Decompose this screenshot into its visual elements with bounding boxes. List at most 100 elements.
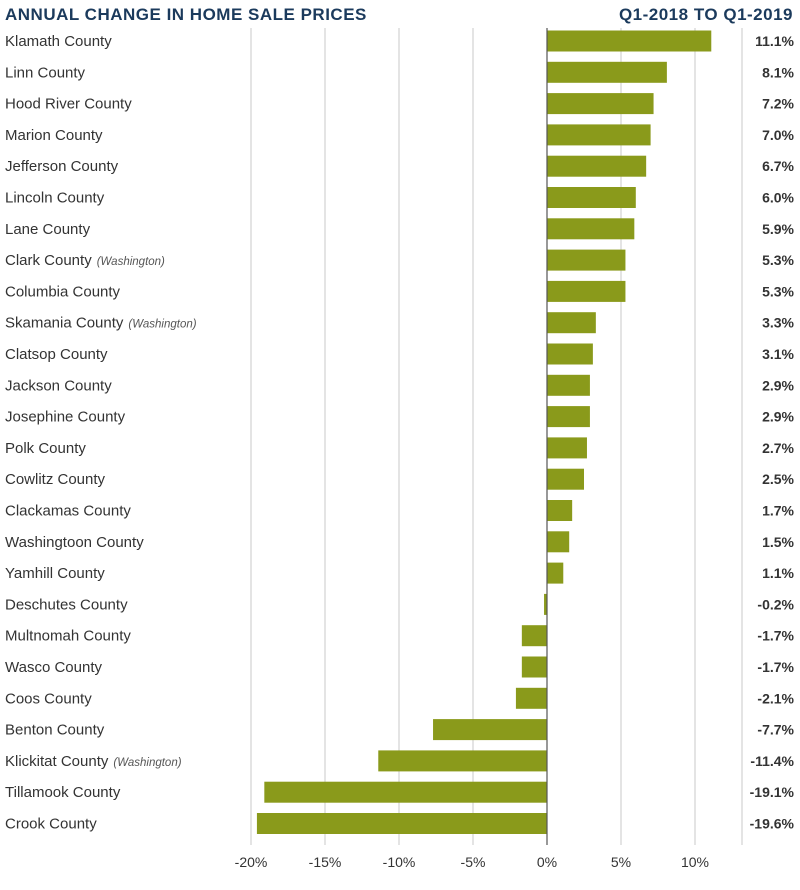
bar [256,813,547,834]
bar [547,93,654,115]
category-label: Tillamook County [5,784,121,801]
value-label: 1.5% [762,534,794,550]
category-note: (Washington) [113,757,181,769]
bar [547,562,564,584]
value-label: -2.1% [757,690,794,706]
value-label: 11.1% [755,33,794,49]
category-name: Lane County [5,221,91,238]
value-label: 3.1% [762,346,794,362]
category-name: Josephine County [5,409,126,426]
category-label: Klamath County [5,33,112,50]
category-name: Polk County [5,440,86,457]
value-label: 8.1% [762,64,794,80]
bar [547,500,573,521]
category-name: Cowlitz County [5,471,106,488]
bar [547,374,590,396]
bar [547,187,636,208]
category-name: Benton County [5,722,105,739]
x-tick-label: -20% [235,854,268,870]
value-label: -1.7% [757,628,794,644]
value-label: -19.1% [750,784,795,800]
x-tick-label: -10% [383,854,416,870]
category-label: Clatsop County [5,346,108,363]
category-name: Jackson County [5,377,112,394]
bar [547,280,626,302]
bar [547,531,570,553]
category-name: Marion County [5,127,103,144]
value-label: 5.3% [762,252,794,268]
category-name: Linn County [5,64,86,81]
category-name: Multnomah County [5,628,131,645]
category-name: Klamath County [5,33,112,50]
category-name: Clatsop County [5,346,108,363]
category-label: Lane County [5,221,91,238]
bar [547,218,635,240]
value-label: 1.1% [762,565,794,581]
category-label: Washingtoon County [5,534,144,551]
bar [547,249,626,271]
value-label: 6.0% [762,190,794,206]
category-label: Crook County [5,816,97,833]
value-labels: 11.1% 8.1% 7.2% 7.0% 6.7% 6.0% 5.9% 5.3% 5.3% 3.3… [750,33,795,832]
x-tick-label: 5% [611,854,631,870]
category-label: Klickitat County (Washington) [5,753,182,770]
category-label: Deschutes County [5,596,128,613]
value-label: -7.7% [757,722,794,738]
category-name: Jefferson County [5,158,119,175]
category-name: Skamania County [5,315,124,332]
bar [547,30,712,52]
category-note: (Washington) [97,256,165,268]
value-label: -0.2% [757,596,794,612]
category-labels: Klamath County Linn County Hood River Coun… [5,33,197,833]
category-label: Clark County (Washington) [5,252,165,269]
category-label: Marion County [5,127,103,144]
value-label: -11.4% [750,753,794,769]
value-label: 5.9% [762,221,794,237]
x-tick-label: -5% [461,854,486,870]
value-label: 7.0% [762,127,794,143]
value-label: 7.2% [762,96,794,112]
category-name: Wasco County [5,659,102,676]
bar [521,656,547,678]
category-name: Washingtoon County [5,534,144,551]
bar [515,687,547,709]
bar [378,750,547,772]
category-name: Yamhill County [5,565,105,582]
category-label: Polk County [5,440,86,457]
value-label: -1.7% [757,659,794,675]
category-label: Columbia County [5,283,121,300]
bar [264,781,547,803]
category-label: Josephine County [5,409,126,426]
bar [521,625,547,647]
value-label: 2.9% [762,409,794,425]
value-label: 2.7% [762,440,794,456]
x-tick-label: 10% [681,854,709,870]
category-label: Wasco County [5,659,102,676]
value-label: -19.6% [750,816,795,832]
category-name: Clark County [5,252,92,269]
category-label: Yamhill County [5,565,105,582]
bar [547,61,667,83]
x-tick-label: -15% [309,854,342,870]
value-label: 1.7% [762,503,794,519]
x-tick-label: 0% [537,854,557,870]
bar [547,155,647,177]
category-label: Jackson County [5,377,112,394]
category-name: Hood River County [5,96,132,113]
bar [544,593,547,615]
category-label: Benton County [5,722,105,739]
category-label: Linn County [5,64,86,81]
category-label: Multnomah County [5,628,131,645]
bar [547,468,584,490]
bar [547,406,590,428]
category-label: Clackamas County [5,503,131,520]
category-name: Klickitat County [5,753,109,770]
category-name: Columbia County [5,283,121,300]
value-label: 2.9% [762,377,794,393]
bar [433,719,547,741]
category-label: Coos County [5,690,92,707]
value-label: 2.5% [762,471,794,487]
category-name: Lincoln County [5,190,105,207]
bar [547,124,651,146]
